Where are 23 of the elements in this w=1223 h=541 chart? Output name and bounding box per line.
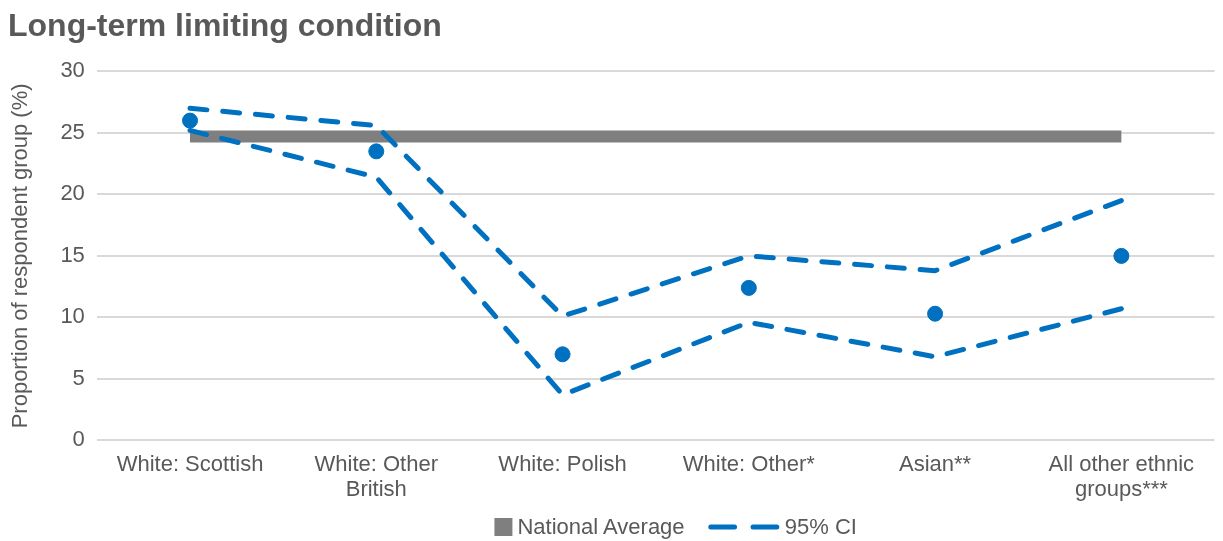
x-tick-label: White: Polish [498, 451, 627, 477]
point [1113, 247, 1130, 264]
y-tick-label: 15 [60, 241, 85, 267]
y-tick-label: 5 [72, 364, 85, 390]
y-tick-label: 25 [60, 118, 85, 144]
x-tick-label: White: Other* [682, 451, 816, 477]
x-tick-label: Asian** [899, 451, 972, 477]
y-tick-label: 0 [72, 426, 85, 452]
y-tick-label: 30 [60, 57, 85, 83]
point [740, 279, 757, 296]
x-tick-label: White: Other British [314, 451, 439, 502]
point [182, 112, 199, 129]
legend-label: 95% CI [784, 514, 857, 540]
y-axis-title: Proportion of respondent group (%) [7, 83, 33, 429]
point [554, 346, 571, 363]
legend-label: National Average [517, 514, 685, 540]
point [368, 143, 385, 160]
point [927, 305, 944, 322]
y-tick-label: 10 [60, 303, 85, 329]
chart-title: Long-term limiting condition [8, 7, 442, 44]
x-tick-label: White: Scottish [116, 451, 264, 477]
y-tick-label: 20 [60, 180, 85, 206]
x-tick-label: All other ethnic groups*** [1048, 451, 1195, 502]
